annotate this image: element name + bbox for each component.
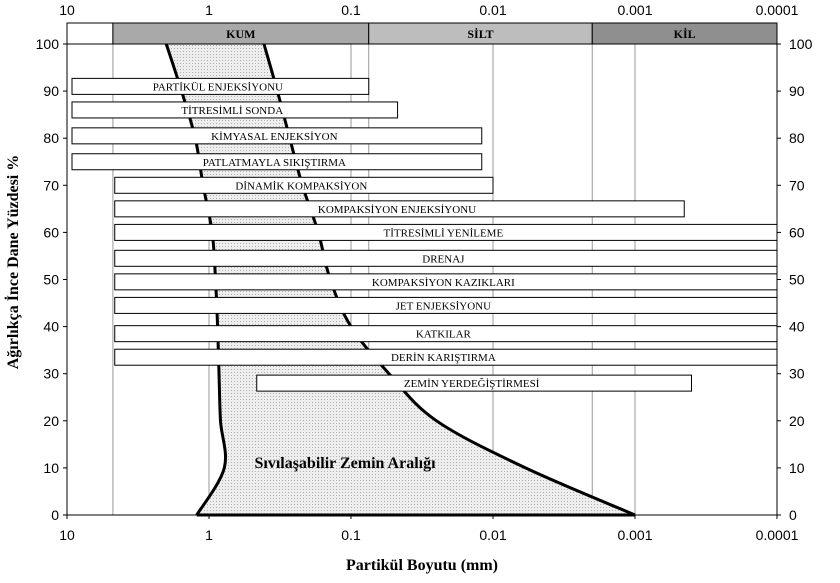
method-bar [71,153,483,171]
soil-band-blank [66,22,114,45]
y-tick-label-right: 0 [789,507,797,523]
y-tick-label-right: 60 [789,224,805,240]
method-bar-label: KATKILAR [416,329,472,341]
method-bar-label: DİNAMİK KOMPAKSİYON [235,180,367,192]
method-bars: PARTİKÜL ENJEKSİYONU TİTRESİMLİ SONDA KİMY… [71,77,778,392]
y-tick-label-left: 30 [43,366,59,382]
y-tick-label-left: 20 [43,413,59,429]
x-tick-label-top: 1 [205,2,213,18]
y-tick-label-right: 20 [789,413,805,429]
y-tick-label-right: 80 [789,130,805,146]
liquefiable-region-label: Sıvılaşabilir Zemin Aralığı [254,455,436,472]
method-bar-label: PARTİKÜL ENJEKSİYONU [153,81,283,93]
y-tick-label-right: 100 [789,36,813,52]
y-tick-label-left: 60 [43,224,59,240]
x-tick-label-bottom: 1 [205,527,213,543]
x-axis-title: Partikül Boyutu (mm) [346,557,498,574]
method-bar [256,374,693,392]
method-bar-label: DRENAJ [422,253,465,265]
method-bar [71,127,483,145]
y-tick-label-left: 100 [36,36,60,52]
x-tick-label-top: 0.01 [479,2,506,18]
x-tick-label-bottom: 0.1 [341,527,361,543]
y-tick-label-left: 70 [43,177,59,193]
x-tick-label-bottom: 0.01 [479,527,506,543]
y-tick-label-right: 30 [789,366,805,382]
y-tick-label-left: 90 [43,83,59,99]
method-bar-label: KOMPAKSİYON ENJEKSİYONU [318,204,476,216]
method-bar-label: KOMPAKSİYON KAZIKLARI [372,277,515,289]
y-axis-title: Ağırlıkça İnce Dane Yüzdesi % [3,155,22,370]
y-tick-label-right: 10 [789,460,805,476]
method-bar-label: DERİN KARIŞTIRMA [391,352,496,364]
method-bar [71,101,399,119]
y-tick-label-right: 90 [789,83,805,99]
y-tick-label-right: 40 [789,319,805,335]
y-tick-label-left: 10 [43,460,59,476]
method-bar-label: KİMYASAL ENJEKSİYON [211,131,337,143]
soil-classification-bands: KUM SİLT KİL [66,22,778,45]
x-tick-label-bottom: 0.001 [617,527,652,543]
y-tick-label-right: 70 [789,177,805,193]
soil-band-label: KUM [226,27,255,41]
x-tick-label-bottom: 0.0001 [756,527,799,543]
x-tick-label-bottom: 10 [59,527,75,543]
x-tick-label-top: 0.001 [617,2,652,18]
soil-band-label: SİLT [467,27,493,41]
x-tick-label-top: 10 [59,2,75,18]
x-tick-label-top: 0.0001 [756,2,799,18]
y-tick-label-right: 50 [789,272,805,288]
x-tick-label-top: 0.1 [341,2,361,18]
method-bar-label: ZEMİN YERDEĞİŞTİRMESİ [404,378,540,390]
y-tick-label-left: 0 [51,507,59,523]
method-bar [114,176,494,194]
axis-ticks: 10 10 1 1 0.1 0.1 0.01 0.01 0.001 0.001 0.0001 0.00… [36,2,813,543]
method-bar-label: TİTRESİMLİ YENİLEME [384,227,504,239]
method-bar [71,77,370,95]
y-tick-label-left: 80 [43,130,59,146]
soil-band-label: KİL [674,27,696,41]
y-tick-label-left: 40 [43,319,59,335]
method-bar-label: TİTRESİMLİ SONDA [181,105,283,117]
y-tick-label-left: 50 [43,272,59,288]
method-bar-label: JET ENJEKSİYONU [396,300,491,312]
plot-border [66,22,778,516]
method-bar [114,200,685,218]
method-bar-label: PATLATMAYLA SIKIŞTIRMA [203,157,346,169]
